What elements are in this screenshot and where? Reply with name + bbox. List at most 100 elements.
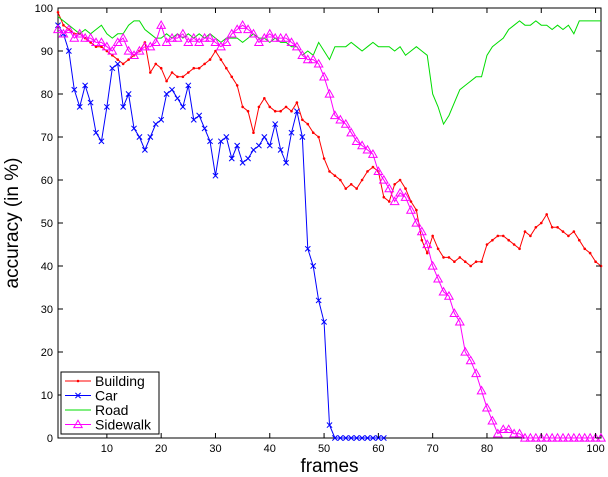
x-tick-label: 100 — [586, 443, 604, 455]
data-point-sidewalk — [69, 32, 80, 42]
data-point-building — [539, 221, 543, 225]
legend-label-sidewalk: Sidewalk — [95, 417, 152, 433]
data-point-building — [187, 71, 190, 74]
data-point-building — [371, 165, 375, 169]
data-point-building — [159, 66, 163, 70]
series-layer — [52, 11, 607, 442]
data-point-building — [230, 75, 234, 79]
data-point-sidewalk — [319, 71, 330, 81]
data-point-building — [149, 71, 152, 74]
data-point-sidewalk — [248, 28, 259, 38]
data-point-building — [458, 256, 462, 259]
data-point-car — [185, 82, 192, 89]
data-point-building — [241, 105, 244, 109]
data-point-building — [398, 178, 402, 182]
data-point-building — [594, 260, 597, 264]
data-point-building — [512, 243, 516, 246]
x-tick-label: 70 — [427, 443, 439, 455]
legend-marker-building — [76, 379, 80, 383]
data-point-building — [577, 238, 581, 242]
data-point-building — [349, 183, 353, 186]
data-point-car — [103, 103, 110, 110]
data-point-building — [534, 226, 538, 229]
data-point-building — [436, 247, 440, 251]
data-point-sidewalk — [74, 28, 85, 38]
data-point-sidewalk — [270, 32, 281, 42]
data-point-sidewalk — [335, 114, 346, 124]
data-point-sidewalk — [346, 127, 357, 137]
data-point-building — [273, 109, 277, 113]
data-point-building — [176, 75, 179, 79]
data-point-sidewalk — [194, 37, 205, 47]
data-point-car — [207, 138, 213, 145]
data-point-car — [76, 103, 83, 110]
data-point-building — [252, 131, 255, 134]
data-point-sidewalk — [161, 37, 172, 47]
data-point-building — [415, 208, 418, 212]
x-tick-label: 80 — [481, 443, 493, 455]
data-point-sidewalk — [541, 432, 552, 442]
data-point-building — [170, 71, 174, 74]
data-point-sidewalk — [427, 260, 438, 270]
data-point-sidewalk — [172, 32, 183, 42]
legend-label-car: Car — [95, 388, 118, 404]
data-point-building — [203, 62, 206, 66]
data-point-sidewalk — [139, 41, 150, 51]
data-point-sidewalk — [221, 37, 232, 47]
x-tick-label: 30 — [209, 443, 221, 455]
x-axis-label: frames — [300, 456, 358, 477]
data-point-sidewalk — [275, 32, 286, 42]
legend-item-road: Road — [65, 402, 128, 418]
data-point-building — [257, 105, 261, 109]
data-point-sidewalk — [188, 32, 199, 42]
data-point-building — [219, 58, 223, 61]
data-point-building — [474, 260, 478, 264]
plot-area — [52, 7, 607, 442]
y-tick-label: 30 — [41, 304, 53, 316]
data-point-car — [299, 134, 306, 140]
data-point-building — [507, 238, 510, 242]
data-point-sidewalk — [487, 415, 498, 425]
data-point-building — [317, 135, 320, 139]
data-point-building — [165, 79, 168, 83]
data-point-building — [284, 105, 288, 109]
data-point-sidewalk — [579, 432, 590, 442]
data-point-sidewalk — [563, 432, 574, 442]
y-tick-label: 40 — [41, 261, 53, 273]
data-point-car — [93, 129, 99, 136]
data-point-building — [62, 23, 65, 27]
data-point-sidewalk — [96, 37, 107, 47]
data-point-sidewalk — [471, 368, 482, 378]
series-line-sidewalk — [57, 23, 601, 439]
legend-box — [60, 371, 160, 435]
data-point-building — [301, 118, 304, 122]
data-point-building — [501, 234, 505, 238]
series-road — [57, 16, 601, 126]
data-point-car — [353, 435, 360, 441]
data-point-sidewalk — [128, 50, 140, 59]
data-point-sidewalk — [405, 204, 417, 214]
data-point-car — [125, 91, 132, 97]
data-point-car — [359, 435, 366, 441]
data-point-sidewalk — [547, 432, 558, 442]
data-point-building — [480, 260, 483, 264]
data-point-car — [114, 60, 121, 67]
data-point-building — [387, 200, 391, 203]
data-point-building — [431, 234, 434, 238]
series-car — [55, 22, 387, 441]
data-point-building — [344, 187, 348, 190]
data-point-building — [94, 45, 98, 48]
data-point-sidewalk — [210, 37, 221, 47]
data-point-building — [442, 256, 445, 259]
data-point-building — [518, 247, 521, 251]
data-point-car — [245, 155, 252, 162]
data-point-sidewalk — [134, 45, 145, 55]
data-point-building — [360, 178, 364, 182]
data-point-sidewalk — [378, 174, 389, 184]
data-point-sidewalk — [525, 432, 536, 442]
data-point-building — [545, 213, 548, 216]
data-point-building — [263, 97, 266, 100]
data-point-car — [369, 435, 376, 441]
data-point-car — [217, 138, 224, 145]
